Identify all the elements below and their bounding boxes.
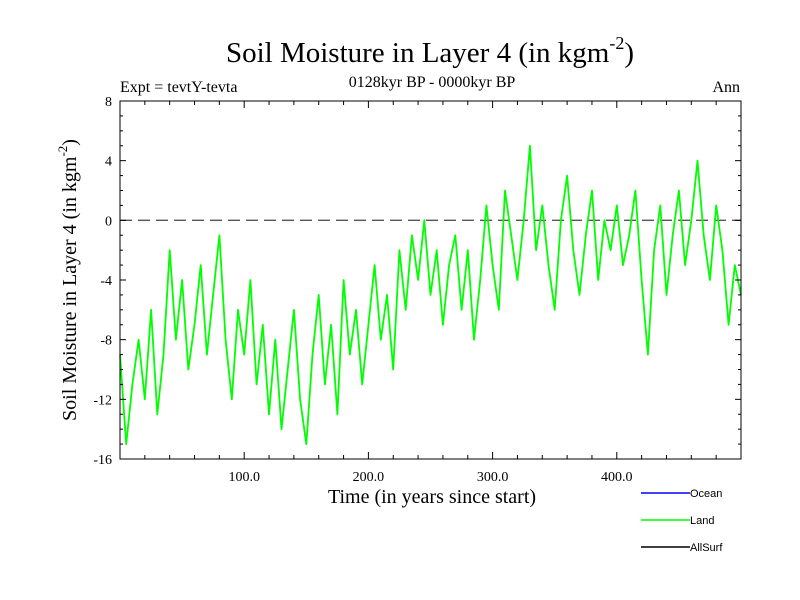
chart-title-close: ) bbox=[624, 37, 634, 69]
legend: Ocean Land AllSurf bbox=[641, 488, 723, 554]
y-tick-label: 4 bbox=[105, 155, 112, 170]
y-axis-label: Soil Moisture in Layer 4 (in kgm-2) bbox=[55, 139, 81, 421]
x-tick-label: 200.0 bbox=[353, 470, 385, 485]
x-tick-label: 300.0 bbox=[477, 470, 509, 485]
y-axis-label-close: ) bbox=[59, 139, 81, 146]
experiment-label: Expt = tevtY-tevta bbox=[120, 79, 237, 96]
y-tick-label: -8 bbox=[100, 334, 112, 349]
y-tick-label: 0 bbox=[105, 214, 112, 229]
x-axis-label: Time (in years since start) bbox=[328, 486, 536, 508]
x-tick-label: 100.0 bbox=[228, 470, 260, 485]
chart-title: Soil Moisture in Layer 4 (in kgm-2) bbox=[226, 33, 634, 69]
legend-label-land: Land bbox=[690, 515, 714, 527]
x-tick-label: 400.0 bbox=[601, 470, 633, 485]
y-tick-label: -16 bbox=[93, 453, 112, 468]
y-axis-label-superscript: -2 bbox=[55, 146, 70, 157]
tick-layer: 8 4 0 -4 -8 -12 -16 100.0 200.0 300.0 400.0 bbox=[93, 95, 741, 485]
chart-subtitle: 0128kyr BP - 0000kyr BP bbox=[349, 74, 516, 91]
chart-title-superscript: -2 bbox=[609, 33, 624, 53]
plot-frame bbox=[119, 100, 742, 460]
y-tick-label: -4 bbox=[100, 274, 112, 289]
season-label: Ann bbox=[712, 79, 740, 96]
legend-label-ocean: Ocean bbox=[690, 488, 722, 500]
series-layer bbox=[119, 144, 742, 446]
series-line-land bbox=[119, 144, 742, 446]
legend-label-allsurf: AllSurf bbox=[690, 542, 723, 554]
y-tick-label: -12 bbox=[93, 393, 112, 408]
y-tick-label: 8 bbox=[105, 95, 112, 110]
